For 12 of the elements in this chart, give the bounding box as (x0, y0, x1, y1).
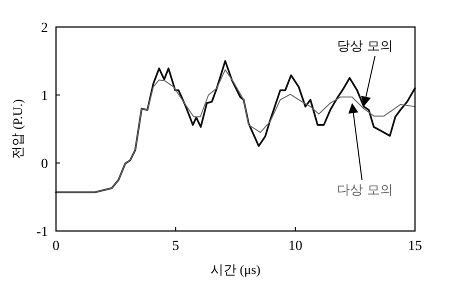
y-tick-label: 0 (41, 157, 48, 172)
x-tick-label: 0 (52, 239, 60, 254)
y-tick-label: 2 (41, 21, 48, 36)
x-tick-label: 15 (408, 239, 422, 254)
x-tick-label: 10 (288, 239, 302, 254)
x-tick-label: 5 (172, 239, 180, 254)
x-axis-title: 시간 (μs) (210, 262, 260, 277)
text: 당상 모의 (336, 39, 394, 54)
text: 다상 모의 (336, 183, 394, 198)
y-axis-title: 전압 (P.U.) (10, 99, 25, 159)
y-tick-label: -1 (36, 225, 48, 240)
y-tick-label: 1 (41, 89, 48, 104)
